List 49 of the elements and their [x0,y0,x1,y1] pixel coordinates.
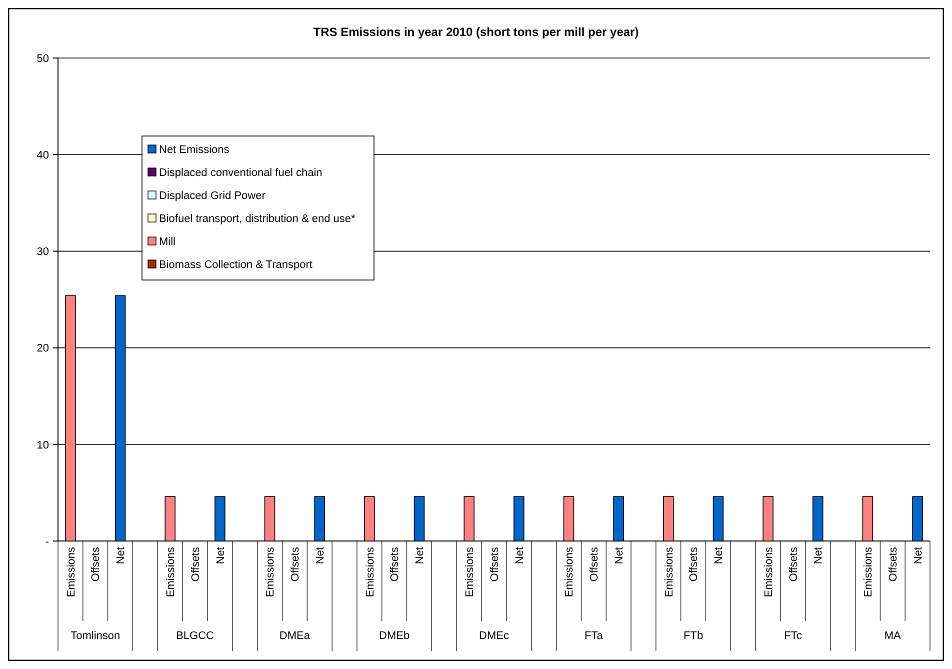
x-tick-label: Net [115,547,128,564]
x-tick-label: Emissions [65,546,78,598]
x-tick-label: Offsets [290,546,302,582]
legend-label: Biomass Collection & Transport [159,258,312,271]
x-tick-label: Offsets [190,546,202,582]
x-tick-label: Emissions [264,546,277,598]
text: BLGCC [176,630,214,642]
x-tick-label: Net [613,547,626,564]
x-tick-label: Net [713,547,726,564]
x-tick-label: Emissions [663,546,676,598]
legend-label: Displaced conventional fuel chain [159,166,322,179]
chart-title: TRS Emissions in year 2010 (short tons per mill per year) [313,25,639,39]
text: Tomlinson [70,630,120,642]
y-tick-label: - [45,536,50,548]
text: FTa [584,630,604,642]
legend-label: Net Emissions [159,144,230,156]
x-tick-label: Offsets [688,546,700,582]
y-tick-label: 20 [36,342,49,355]
x-tick-label: Offsets [389,546,402,582]
x-tick-label: Net [912,547,924,564]
legend-label: Mill [159,236,176,248]
x-tick-label: Net [414,547,426,564]
x-tick-label: Net [314,547,326,564]
text: DMEb [379,630,410,642]
legend-label: Biofuel transport, distribution & end use* [159,212,356,225]
x-tick-label: Emissions [364,546,376,598]
x-tick-label: Offsets [488,546,501,582]
x-tick-label: Emissions [862,546,875,598]
y-tick-label: 40 [36,149,49,162]
x-tick-label: Offsets [887,546,900,582]
x-tick-label: Emissions [164,546,177,598]
legend-label: Displaced Grid Power [159,190,266,202]
x-tick-label: Net [514,547,526,564]
x-tick-label: Offsets [788,546,800,582]
text: DMEa [279,630,311,642]
y-tick-label: 50 [36,52,49,65]
y-tick-label: 10 [36,439,49,452]
x-tick-label: Offsets [588,546,601,582]
text: FTc [784,630,802,642]
x-tick-label: Net [214,547,227,564]
x-tick-label: Emissions [564,546,576,598]
x-tick-label: Emissions [762,546,775,598]
x-tick-label: Offsets [90,546,102,582]
x-tick-label: Net [812,547,825,564]
text: FTb [684,630,704,642]
y-tick-label: 30 [36,246,49,258]
text: DMEc [479,630,510,642]
text: MA [884,630,902,642]
x-tick-label: Emissions [464,546,476,598]
